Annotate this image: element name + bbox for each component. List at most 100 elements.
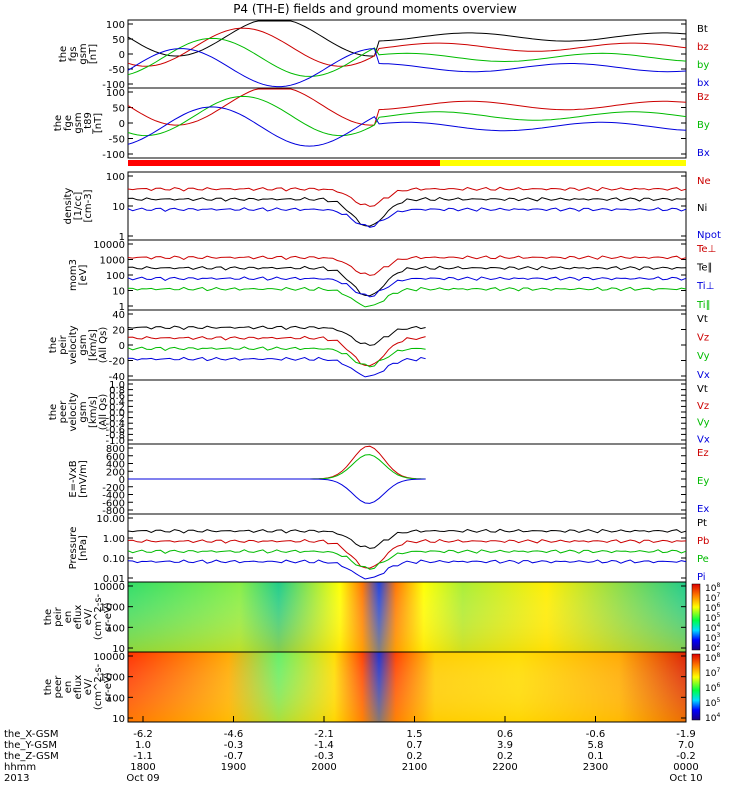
mode-bar-slow [440, 160, 686, 166]
y-tick-label: 1.00 [103, 534, 125, 545]
legend-entry: by [697, 60, 709, 71]
x-row-value: 0.6 [497, 729, 513, 740]
y-tick-label: 0 [119, 50, 125, 61]
x-row-value: 0.7 [407, 740, 423, 751]
x-row-value: 0.1 [588, 751, 604, 762]
y-tick-label: 600 [106, 452, 125, 463]
y-tick-label: 10 [112, 714, 125, 725]
x-row-value: -0.7 [224, 751, 244, 762]
y-tick-label: 10000 [93, 652, 125, 663]
panel-frame [127, 651, 687, 723]
x-row-value: -1.4 [314, 740, 334, 751]
x-row-value: -0.3 [224, 740, 244, 751]
y-tick-label: 1.0 [109, 380, 125, 391]
legend-entry: Ni [697, 203, 707, 214]
y-tick-label: -50 [109, 135, 125, 146]
legend-entry: Vt [697, 384, 708, 395]
series-line [127, 95, 687, 137]
panel-2: thefgegsm_t89[nT] [53, 87, 687, 159]
y-tick-label: 200 [106, 467, 125, 478]
y-axis-label: thepeervelocitygsm[km/s](All Qs) [48, 392, 109, 431]
y-tick-label: 10000 [93, 240, 125, 251]
x-row-value: 1800 [130, 762, 155, 773]
x-row-value: -0.6 [586, 729, 606, 740]
legend-entry: Ti∥ [696, 300, 711, 311]
series-line [127, 325, 426, 346]
legend-entry: Vx [697, 434, 710, 445]
x-end-date: Oct 10 [669, 773, 702, 784]
legend-entry: Vy [697, 418, 710, 429]
y-tick-label: 100 [106, 623, 125, 634]
series-line [127, 559, 687, 580]
legend-entry: bx [697, 78, 709, 89]
series-line [127, 207, 687, 228]
y-tick-label: 0.01 [103, 574, 125, 585]
legend-entry: Ne [697, 176, 711, 187]
y-tick-label: 50 [112, 35, 125, 46]
y-tick-label: -40 [109, 372, 125, 383]
legend-entry: Vz [697, 333, 709, 344]
x-row-value: -6.2 [133, 729, 153, 740]
x-start-date: Oct 09 [126, 773, 159, 784]
series-line [128, 478, 426, 504]
legend-entry: Bz [697, 92, 709, 103]
colorbar-tick-label: 104 [705, 712, 720, 724]
y-axis-label: thepeirenefluxeV/(cm^2-s-sr-eV) [43, 593, 114, 640]
series-line [127, 549, 687, 570]
series-line [127, 265, 687, 297]
y-axis-label: thefgegsm_t89[nT] [53, 112, 104, 135]
panel-8: Pressure[nPa] [68, 513, 687, 583]
mode-bar-fast [128, 160, 440, 166]
y-tick-label: -600 [102, 498, 125, 509]
y-tick-label: -100 [102, 80, 125, 91]
panel-6: thepeervelocitygsm[km/s](All Qs) [48, 379, 687, 445]
y-tick-label: 20 [112, 326, 125, 337]
colorbar-tick-label: 107 [705, 667, 720, 679]
y-tick-label: 0.0 [109, 408, 125, 419]
series-line [127, 27, 687, 67]
legend-entry: Pt [697, 518, 707, 529]
y-tick-label: -400 [102, 491, 125, 502]
legend-entry: Ey [697, 476, 709, 487]
x-row-value: 1.5 [407, 729, 423, 740]
plot-layer: thefgsgsm[nT]100500-50-100Btbzbybxthefge… [4, 19, 721, 784]
legend-entry: Ex [697, 504, 709, 515]
legend-entry: Pi [697, 572, 706, 583]
panel-5: thepeirvelocitygsm[km/s](All Qs) [48, 309, 687, 381]
x-row-value: 1900 [221, 762, 246, 773]
series-line [128, 454, 426, 480]
panel-7: E=-VxB[mV/m] [68, 443, 687, 515]
legend-entry: Vz [697, 401, 709, 412]
panel-frame [127, 87, 687, 159]
panel-frame [127, 309, 687, 381]
panel-10: 108 107 106 105 104 thepeerenefluxeV/(cm^2-s-… [43, 651, 720, 724]
y-tick-label: 10 [112, 202, 125, 213]
y-tick-label: 0.8 [109, 386, 125, 397]
x-row-value: -4.6 [224, 729, 244, 740]
panel-frame [127, 19, 687, 89]
panel-3: density[1/cc][cm-3] [63, 171, 687, 241]
series-line [127, 88, 687, 126]
y-tick-label: -800 [102, 506, 125, 517]
series-line [127, 255, 687, 276]
y-tick-label: 100 [106, 88, 125, 99]
series-line [127, 538, 687, 569]
legend-entry: bz [697, 42, 709, 53]
x-row-label: the_Z-GSM [4, 751, 59, 762]
y-tick-label: 1 [119, 302, 125, 313]
y-tick-label: 10 [112, 287, 125, 298]
y-tick-label: 0 [119, 119, 125, 130]
spectrogram-shade [128, 652, 686, 722]
colorbar [691, 583, 701, 651]
panel-9: 108107106105104103102thepeirenefluxeV/(c… [43, 581, 720, 654]
series-line [127, 346, 426, 368]
legend-entry: Pb [697, 536, 709, 547]
legend-entry: Te⊥ [696, 244, 716, 255]
y-tick-label: -200 [102, 483, 125, 494]
legend-entry: Bx [697, 148, 710, 159]
x-row-label: hhmm [4, 762, 36, 773]
y-tick-label: 800 [106, 444, 125, 455]
x-row-value: 0000 [673, 762, 698, 773]
panel-frame [127, 239, 687, 311]
